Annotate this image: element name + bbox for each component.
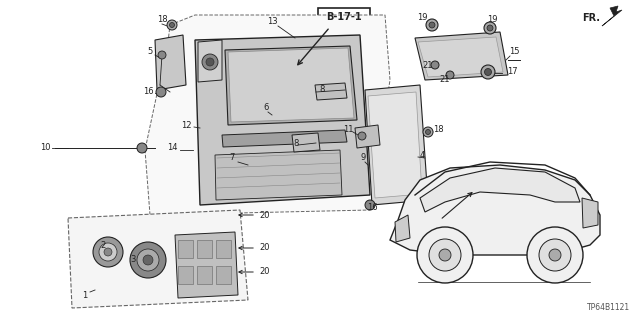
Text: 11: 11 xyxy=(343,125,353,134)
Polygon shape xyxy=(228,48,354,122)
Text: 2: 2 xyxy=(100,242,106,251)
Circle shape xyxy=(202,54,218,70)
Polygon shape xyxy=(582,198,598,228)
Circle shape xyxy=(137,143,147,153)
Text: 15: 15 xyxy=(509,47,519,57)
Polygon shape xyxy=(197,266,212,284)
Text: 21: 21 xyxy=(440,76,451,84)
Text: 16: 16 xyxy=(367,204,378,212)
Text: 3: 3 xyxy=(131,255,136,265)
Circle shape xyxy=(549,249,561,261)
Text: 14: 14 xyxy=(167,143,177,153)
Polygon shape xyxy=(390,165,600,255)
Polygon shape xyxy=(216,266,231,284)
Circle shape xyxy=(156,87,166,97)
Circle shape xyxy=(137,249,159,271)
Circle shape xyxy=(539,239,571,271)
Text: 1: 1 xyxy=(83,291,88,300)
Circle shape xyxy=(429,239,461,271)
Circle shape xyxy=(365,200,375,210)
Polygon shape xyxy=(215,150,342,200)
Text: 20: 20 xyxy=(260,211,270,220)
Circle shape xyxy=(158,51,166,59)
Text: 18: 18 xyxy=(157,15,167,25)
Circle shape xyxy=(429,22,435,28)
Text: 20: 20 xyxy=(260,244,270,252)
Circle shape xyxy=(93,237,123,267)
Polygon shape xyxy=(365,85,428,205)
Circle shape xyxy=(446,71,454,79)
Text: TP64B1121: TP64B1121 xyxy=(587,303,630,312)
Circle shape xyxy=(423,127,433,137)
Text: 4: 4 xyxy=(419,150,424,159)
Circle shape xyxy=(130,242,166,278)
Polygon shape xyxy=(602,6,622,26)
Text: 17: 17 xyxy=(507,68,517,76)
Circle shape xyxy=(99,243,117,261)
Polygon shape xyxy=(216,240,231,258)
Text: 19: 19 xyxy=(417,13,428,22)
Polygon shape xyxy=(68,210,248,308)
Circle shape xyxy=(487,25,493,31)
Polygon shape xyxy=(175,232,238,298)
Text: 20: 20 xyxy=(260,268,270,276)
Polygon shape xyxy=(415,32,508,80)
Polygon shape xyxy=(355,125,380,148)
Text: 6: 6 xyxy=(263,103,269,113)
Text: B-17-1: B-17-1 xyxy=(326,12,362,22)
Circle shape xyxy=(104,248,112,256)
Circle shape xyxy=(170,22,175,28)
Bar xyxy=(318,8,370,26)
Text: 7: 7 xyxy=(229,154,235,163)
Text: 8: 8 xyxy=(293,139,299,148)
Text: 9: 9 xyxy=(360,154,365,163)
Circle shape xyxy=(206,58,214,66)
Circle shape xyxy=(439,249,451,261)
Polygon shape xyxy=(420,168,580,212)
Circle shape xyxy=(481,65,495,79)
Circle shape xyxy=(358,132,366,140)
Circle shape xyxy=(426,130,431,134)
Polygon shape xyxy=(198,40,222,82)
Circle shape xyxy=(431,61,439,69)
Polygon shape xyxy=(225,46,357,125)
Text: 12: 12 xyxy=(180,121,191,130)
Text: FR.: FR. xyxy=(582,13,600,23)
Text: 8: 8 xyxy=(319,85,324,94)
Polygon shape xyxy=(395,215,410,242)
Polygon shape xyxy=(197,240,212,258)
Polygon shape xyxy=(315,83,347,100)
Polygon shape xyxy=(178,266,193,284)
Polygon shape xyxy=(178,240,193,258)
Polygon shape xyxy=(222,130,347,147)
Text: 10: 10 xyxy=(40,143,51,153)
Polygon shape xyxy=(418,37,503,77)
Polygon shape xyxy=(195,35,370,205)
Text: 21: 21 xyxy=(423,60,433,69)
Text: 19: 19 xyxy=(487,15,497,25)
Circle shape xyxy=(426,19,438,31)
Text: 16: 16 xyxy=(143,87,154,97)
Text: 13: 13 xyxy=(267,18,277,27)
Circle shape xyxy=(484,22,496,34)
Polygon shape xyxy=(145,15,390,215)
Polygon shape xyxy=(155,35,186,90)
Polygon shape xyxy=(368,92,422,198)
Polygon shape xyxy=(292,133,320,152)
Circle shape xyxy=(527,227,583,283)
Text: 5: 5 xyxy=(147,47,152,57)
Circle shape xyxy=(167,20,177,30)
Circle shape xyxy=(417,227,473,283)
Text: 18: 18 xyxy=(433,125,444,134)
Circle shape xyxy=(484,68,492,76)
Circle shape xyxy=(143,255,153,265)
